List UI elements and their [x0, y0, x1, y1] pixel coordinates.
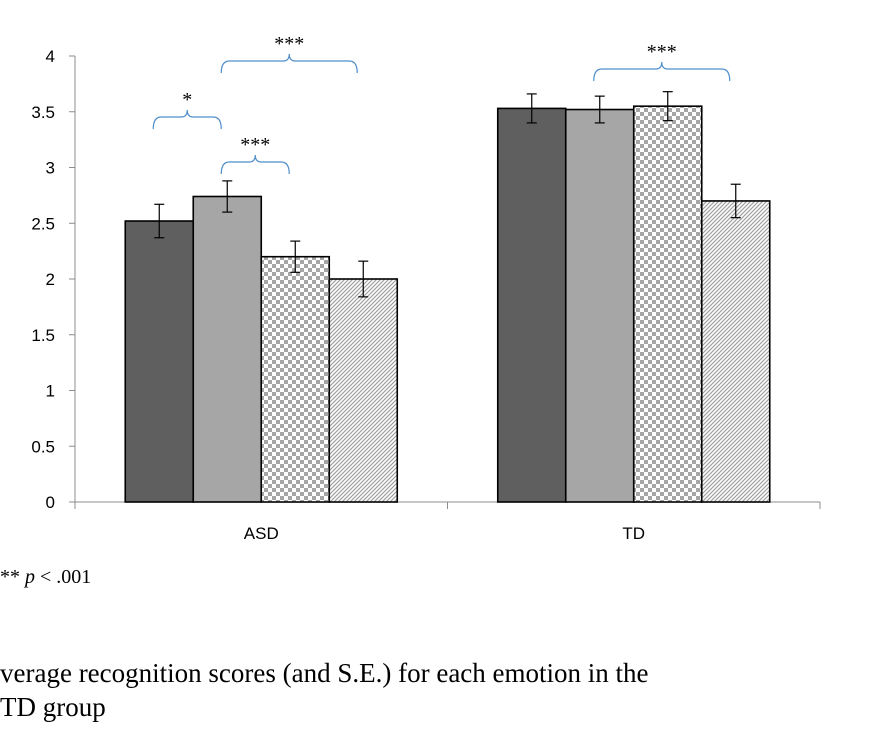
y-tick-label: 1 — [46, 382, 55, 401]
significance-label: *** — [274, 33, 304, 55]
bar — [192, 195, 263, 503]
bar — [700, 200, 771, 503]
y-tick-label: 1.5 — [31, 326, 55, 345]
significance-bracket — [220, 53, 358, 74]
bar — [496, 107, 567, 503]
y-tick-label: 2 — [46, 270, 55, 289]
bar — [328, 278, 399, 503]
x-tick-label: ASD — [244, 524, 279, 543]
footnote-p: p — [25, 566, 35, 588]
bar — [124, 220, 195, 503]
significance-label: *** — [240, 134, 270, 156]
x-tick-label: TD — [622, 524, 645, 543]
footnote: ** p < .001 — [0, 566, 91, 589]
y-tick-label: 0.5 — [31, 437, 55, 456]
significance-label: * — [182, 89, 192, 111]
footnote-suffix: < .001 — [35, 566, 92, 588]
bar — [564, 108, 635, 503]
error-bars — [154, 91, 741, 298]
significance-bracket — [220, 154, 290, 175]
y-tick-label: 4 — [46, 47, 55, 66]
figure-caption: verage recognition scores (and S.E.) for… — [0, 656, 649, 724]
caption-line-1: verage recognition scores (and S.E.) for… — [0, 658, 649, 688]
significance-bracket — [152, 109, 222, 130]
significance-brackets: ********** — [152, 33, 731, 175]
bars — [124, 105, 771, 503]
footnote-prefix: ** — [0, 566, 25, 588]
bar — [260, 255, 331, 503]
y-tick-label: 0 — [46, 493, 55, 512]
y-tick-label: 2.5 — [31, 214, 55, 233]
y-tick-label: 3 — [46, 159, 55, 178]
y-tick-label: 3.5 — [31, 103, 55, 122]
caption-line-2: TD group — [0, 692, 106, 722]
bar — [632, 105, 703, 503]
significance-bracket — [593, 61, 731, 82]
significance-label: *** — [647, 41, 677, 63]
